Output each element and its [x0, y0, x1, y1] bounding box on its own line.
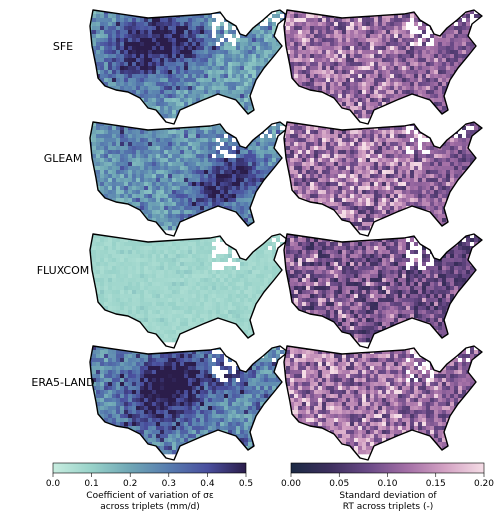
row-label-sfe: SFE [52, 40, 74, 53]
map-cv-sfe [89, 9, 289, 125]
colorbar-tick-label: 0.4 [200, 479, 215, 489]
colorbar-tick-label: 0.10 [377, 479, 397, 489]
map-cv-fluxcom [89, 233, 289, 349]
colorbar-tick-label: 0.3 [162, 479, 176, 489]
colorbar-left-ticks: 0.0 0.1 0.2 0.3 0.4 0.5 [46, 473, 253, 489]
colorbar-tick-label: 0.5 [239, 479, 253, 489]
row-label-era5-land: ERA5-LAND [31, 376, 95, 389]
colorbar-right-ticks: 0.00 0.05 0.10 0.15 0.20 [281, 473, 494, 489]
map-rt-gleam [283, 121, 483, 237]
colorbar-right-label-line2: RT across triplets (-) [342, 502, 434, 512]
colorbar-tick-label: 0.05 [329, 479, 349, 489]
colorbar-tick-label: 0.00 [281, 479, 301, 489]
colorbar-left-label-line1: Coefficient of variation of σε [86, 491, 214, 501]
row-label-gleam: GLEAM [43, 152, 83, 165]
colorbar-right-label-line1: Standard deviation of [339, 491, 437, 501]
colorbar-left-label: Coefficient of variation of σε across tr… [50, 491, 250, 513]
row-label-fluxcom: FLUXCOM [36, 264, 90, 277]
map-cv-gleam [89, 121, 289, 237]
colorbar-left-label-line2: across triplets (mm/d) [100, 502, 200, 512]
colorbar-right-bar [290, 462, 485, 474]
map-cv-era5-land [89, 345, 289, 461]
colorbar-tick-label: 0.15 [426, 479, 446, 489]
colorbar-tick-label: 0.20 [474, 479, 494, 489]
colorbar-tick-label: 0.1 [84, 479, 98, 489]
colorbar-left-bar [52, 462, 247, 474]
map-rt-era5-land [283, 345, 483, 461]
colorbar-right-label: Standard deviation of RT across triplets… [288, 491, 488, 513]
colorbar-tick-label: 0.2 [123, 479, 137, 489]
map-rt-fluxcom [283, 233, 483, 349]
colorbar-tick-label: 0.0 [46, 479, 61, 489]
map-rt-sfe [283, 9, 483, 125]
